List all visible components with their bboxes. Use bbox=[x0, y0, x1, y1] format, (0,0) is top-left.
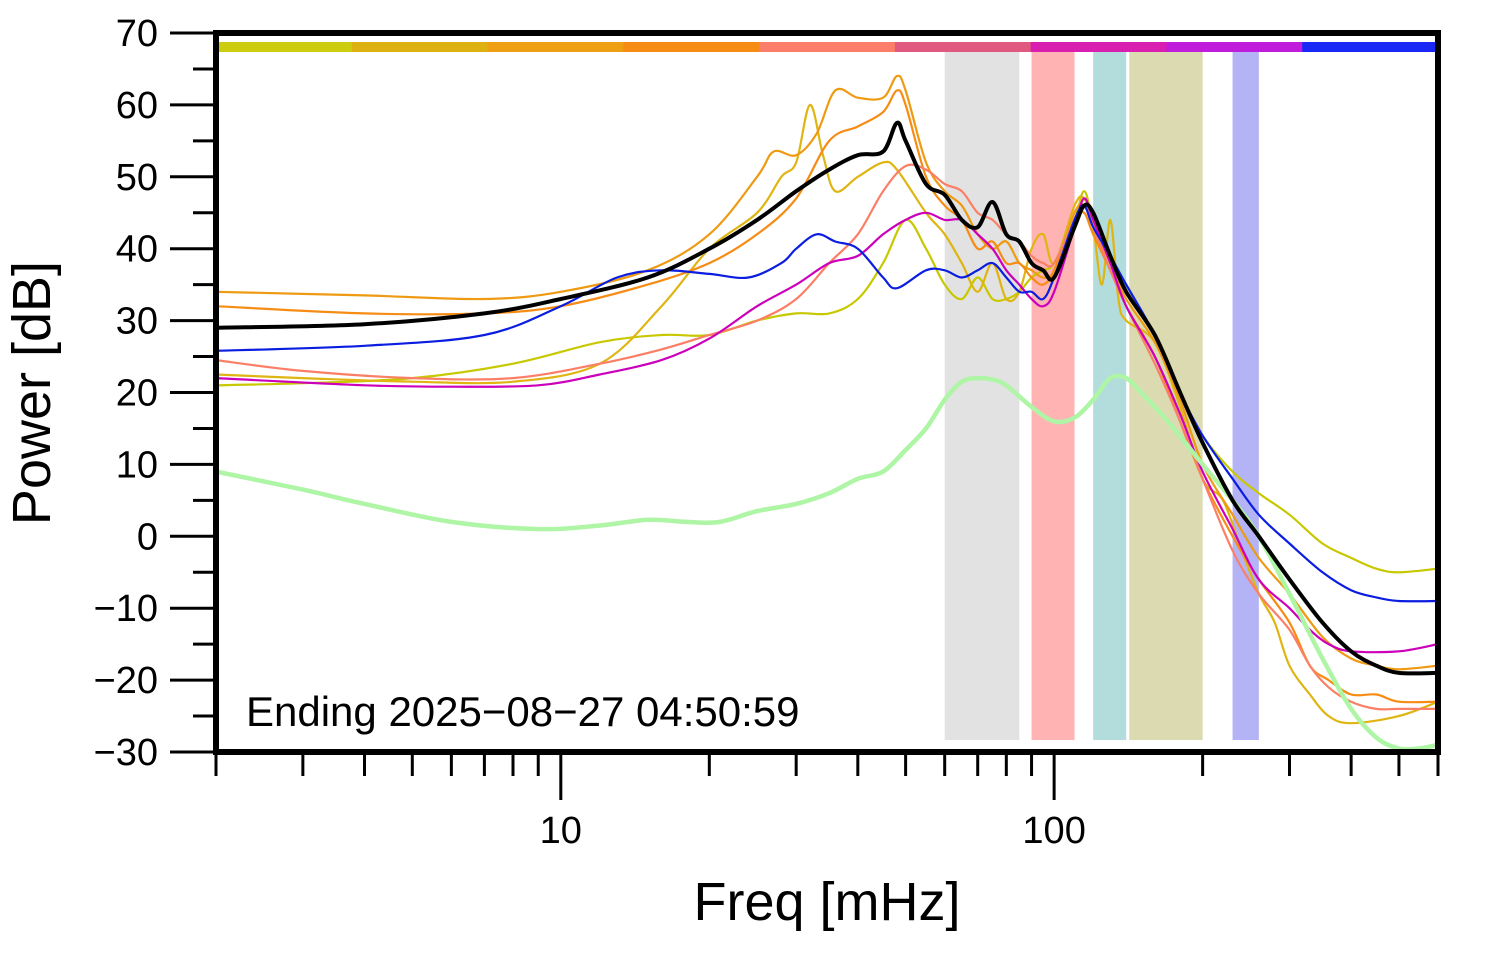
time-bar-segment-7 bbox=[1030, 42, 1167, 52]
series-line-6 bbox=[216, 197, 1438, 654]
time-bar-segment-8 bbox=[1166, 42, 1303, 52]
series-line-9 bbox=[216, 120, 1438, 676]
ending-annotation: Ending 2025−08−27 04:50:59 bbox=[246, 688, 800, 735]
y-tick-label-3: 50 bbox=[116, 157, 158, 199]
band-1 bbox=[944, 52, 1020, 740]
series-line-1 bbox=[216, 190, 1438, 574]
time-color-bar bbox=[216, 42, 1439, 52]
y-tick-label-9: −10 bbox=[94, 588, 158, 630]
y-tick-label-8: 0 bbox=[137, 516, 158, 558]
y-tick-label-2: 60 bbox=[116, 85, 158, 127]
series-line-8 bbox=[216, 373, 1438, 752]
spectra-lines bbox=[216, 74, 1438, 752]
y-tick-label-6: 20 bbox=[116, 373, 158, 415]
y-tick-label-1: 70 bbox=[116, 13, 158, 55]
band-5 bbox=[1232, 52, 1259, 740]
band-2 bbox=[1031, 52, 1075, 740]
time-bar-segment-6 bbox=[894, 42, 1032, 52]
y-tick-label-7: 10 bbox=[116, 444, 158, 486]
time-bar-segment-3 bbox=[487, 42, 624, 52]
y-axis-title: Power [dB] bbox=[2, 261, 62, 525]
x-axis-title: Freq [mHz] bbox=[693, 872, 960, 932]
y-tick-label-5: 30 bbox=[116, 301, 158, 343]
y-tick-label-4: 40 bbox=[116, 229, 158, 271]
x-tick-label-1: 10 bbox=[540, 810, 582, 852]
y-tick-label-11: −30 bbox=[94, 732, 158, 774]
time-bar-segment-9 bbox=[1302, 42, 1439, 52]
x-tick-label-2: 100 bbox=[1022, 810, 1085, 852]
frequency-bands bbox=[944, 52, 1259, 740]
band-4 bbox=[1129, 52, 1203, 740]
series-line-7 bbox=[216, 204, 1438, 603]
y-tick-label-10: −20 bbox=[94, 660, 158, 702]
time-bar-segment-1 bbox=[216, 42, 353, 52]
time-bar-segment-5 bbox=[759, 42, 896, 52]
time-bar-segment-4 bbox=[623, 42, 760, 52]
time-bar-segment-2 bbox=[351, 42, 489, 52]
